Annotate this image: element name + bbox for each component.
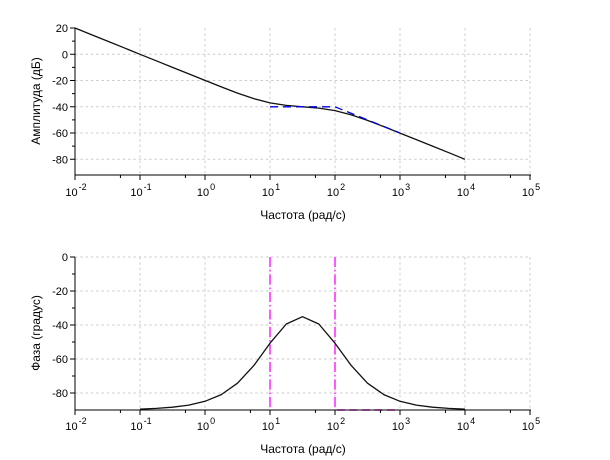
x-tick-label: 10-1: [130, 182, 151, 199]
x-tick-label: 10-2: [65, 416, 86, 433]
magnitude-asymptote-curve: [270, 106, 401, 134]
x-tick-label: 10-2: [65, 182, 86, 199]
phase-y-axis-title: Фаза (градус): [29, 295, 43, 371]
magnitude-gridlines: [75, 28, 531, 175]
y-tick-label: -80: [52, 388, 68, 400]
y-tick-label: -60: [52, 354, 68, 366]
y-tick-label: -20: [52, 286, 68, 298]
y-tick-label: 20: [56, 23, 68, 35]
phase-gridlines: [75, 256, 531, 410]
x-tick-label: 105: [522, 182, 540, 199]
phase-exact-curve: [139, 316, 466, 410]
x-tick-label: 100: [197, 182, 215, 199]
x-tick-label: 101: [262, 416, 280, 433]
magnitude-y-axis-title: Амплитуда (дБ): [29, 57, 43, 145]
y-tick-label: 0: [62, 252, 68, 264]
x-tick-label: 104: [457, 416, 475, 433]
y-tick-label: -40: [52, 320, 68, 332]
magnitude-exact-curve: [74, 27, 466, 160]
y-tick-label: -60: [52, 128, 68, 140]
y-tick-label: -20: [52, 76, 68, 88]
x-tick-label: 101: [262, 182, 280, 199]
phase-x-axis-title: Частота (рад/с): [260, 442, 346, 456]
y-tick-label: -40: [52, 102, 68, 114]
y-tick-label: -80: [52, 154, 68, 166]
phase-axes: [70, 256, 531, 415]
x-tick-label: 104: [457, 182, 475, 199]
y-tick-label: 0: [62, 49, 68, 61]
x-tick-label: 105: [522, 416, 540, 433]
x-tick-label: 10-1: [130, 416, 151, 433]
x-tick-label: 102: [327, 416, 345, 433]
magnitude-x-axis-title: Частота (рад/с): [260, 208, 346, 222]
magnitude-plot: 10-2 10-1 100 101 102 103 104 105 20 0 -20 -40 -60 -8…: [52, 23, 540, 199]
x-tick-label: 103: [392, 182, 410, 199]
x-tick-label: 100: [197, 416, 215, 433]
x-tick-label: 103: [392, 416, 410, 433]
phase-plot: 10-2 10-1 100 101 102 103 104 105 0 -20 -40 -60 -80: [52, 252, 540, 433]
magnitude-axes: [70, 27, 531, 180]
x-tick-label: 102: [327, 182, 345, 199]
